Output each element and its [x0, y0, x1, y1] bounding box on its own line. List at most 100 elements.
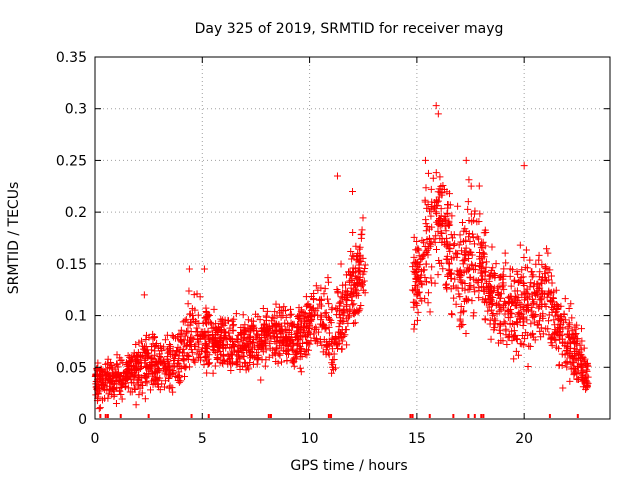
x-tick-label: 0 — [91, 431, 100, 447]
data-point — [507, 309, 515, 317]
data-point — [412, 246, 420, 254]
data-point — [140, 291, 148, 299]
data-point — [188, 305, 196, 313]
data-point — [413, 283, 421, 291]
y-tick-label: 0.15 — [56, 257, 87, 273]
data-point — [157, 354, 165, 362]
data-point — [431, 238, 439, 246]
data-point — [584, 362, 592, 370]
data-point — [151, 347, 159, 355]
data-point — [203, 316, 211, 324]
y-tick-label: 0 — [78, 412, 87, 428]
data-point — [274, 359, 282, 367]
data-point — [494, 290, 502, 298]
data-point — [467, 182, 475, 190]
data-point — [578, 362, 586, 370]
data-point — [287, 310, 295, 318]
data-point — [471, 261, 479, 269]
data-point — [580, 377, 588, 385]
data-point — [190, 291, 198, 299]
data-point — [541, 270, 549, 278]
data-point — [259, 326, 267, 334]
data-point — [332, 339, 340, 347]
data-point — [289, 355, 297, 363]
data-point — [281, 326, 289, 334]
data-point — [552, 336, 560, 344]
ticks-layer — [94, 56, 610, 420]
data-point — [147, 377, 155, 385]
data-point — [293, 329, 301, 337]
data-point — [329, 366, 337, 374]
data-point — [141, 395, 149, 403]
data-point — [160, 343, 168, 351]
data-point — [157, 342, 165, 350]
data-point — [295, 323, 303, 331]
data-point — [338, 345, 346, 353]
data-point — [535, 256, 543, 264]
data-point — [211, 362, 219, 370]
data-point — [546, 266, 554, 274]
data-point — [153, 374, 161, 382]
data-point — [220, 321, 228, 329]
data-point — [320, 336, 328, 344]
data-point — [214, 354, 222, 362]
data-point — [104, 394, 112, 402]
data-point — [554, 311, 562, 319]
data-point — [479, 238, 487, 246]
data-point — [499, 279, 507, 287]
data-point — [538, 300, 546, 308]
data-point — [172, 372, 180, 380]
data-point — [520, 254, 528, 262]
data-point — [548, 335, 556, 343]
data-point — [103, 368, 111, 376]
data-point — [349, 187, 356, 195]
data-point — [424, 289, 432, 297]
data-point — [479, 250, 487, 258]
data-point — [468, 297, 476, 305]
data-point — [325, 300, 333, 308]
data-point — [104, 355, 112, 363]
data-point — [113, 360, 121, 368]
data-point — [354, 280, 362, 288]
data-point — [410, 303, 418, 311]
data-point — [493, 299, 501, 307]
data-point — [234, 335, 242, 343]
data-point — [567, 352, 575, 360]
data-point — [98, 396, 106, 404]
data-point — [417, 273, 425, 281]
data-point — [420, 238, 428, 246]
data-point — [427, 274, 435, 282]
data-point — [177, 326, 185, 334]
data-point — [328, 304, 336, 312]
data-point — [508, 310, 516, 318]
data-point — [574, 335, 582, 343]
data-point — [433, 210, 441, 218]
data-point — [450, 294, 458, 302]
data-point — [285, 329, 293, 337]
data-point — [360, 268, 368, 276]
data-point — [573, 370, 581, 378]
data-point — [527, 320, 535, 328]
data-point — [532, 291, 540, 299]
data-point — [526, 283, 534, 291]
data-point — [486, 282, 494, 290]
data-point — [339, 289, 347, 297]
data-point — [352, 242, 360, 250]
data-point — [557, 320, 565, 328]
data-point — [274, 350, 282, 358]
data-point — [471, 240, 479, 248]
data-point — [421, 156, 429, 164]
data-point — [323, 341, 331, 349]
data-point — [211, 340, 219, 348]
data-point — [232, 358, 240, 366]
data-point — [272, 300, 280, 308]
data-point — [180, 355, 188, 363]
data-point — [432, 232, 440, 240]
data-point — [286, 305, 294, 313]
data-point — [277, 313, 285, 321]
data-point — [125, 360, 133, 368]
data-point — [197, 348, 205, 356]
data-point — [105, 373, 113, 381]
data-point — [292, 348, 300, 356]
